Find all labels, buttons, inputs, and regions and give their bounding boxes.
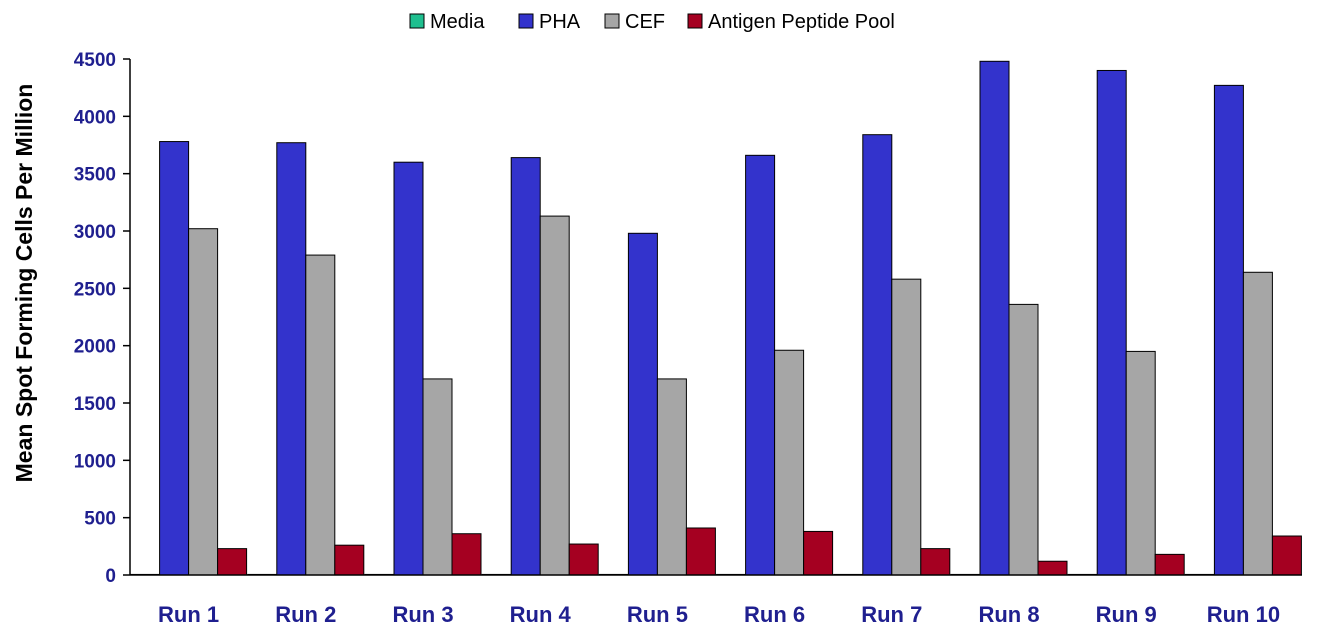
bar-pha (276, 142, 307, 576)
legend-entry-label: Media (430, 11, 485, 33)
bar-antigen-peptide-pool (568, 543, 599, 576)
y-tick-label: 0 (105, 566, 116, 587)
x-tick-label: Run 2 (275, 602, 336, 627)
x-tick-label: Run 7 (861, 602, 922, 627)
bar-pha (862, 134, 893, 576)
y-tick-label: 4500 (74, 50, 116, 71)
bar-antigen-peptide-pool (1154, 553, 1185, 576)
y-tick-label: 500 (84, 509, 116, 530)
bars (130, 60, 1302, 576)
x-tick-label: Run 10 (1207, 602, 1280, 627)
bar-cef (1242, 271, 1273, 576)
bar-cef (422, 378, 453, 576)
legend-swatch (604, 13, 620, 29)
bar-pha (1096, 69, 1127, 576)
x-tick-label: Run 8 (978, 602, 1039, 627)
bar-pha (745, 154, 776, 576)
bar-cef (539, 215, 570, 576)
y-tick-label: 2500 (74, 279, 116, 300)
legend-entry-label: CEF (625, 11, 665, 33)
x-axis-ticks: Run 1 Run 2 Run 3 Run 4 Run 5 Run 6 Run 7 Run 8… (158, 602, 1280, 627)
bar-cef (305, 254, 336, 576)
bar-cef (656, 378, 687, 576)
bar-pha (627, 232, 658, 576)
legend-entry-label: PHA (539, 11, 581, 33)
legend-swatch (409, 13, 425, 29)
bar-antigen-peptide-pool (685, 527, 716, 576)
bar-antigen-peptide-pool (451, 533, 482, 576)
bar-cef (188, 228, 219, 576)
x-tick-label: Run 3 (392, 602, 453, 627)
bar-pha (1213, 84, 1244, 576)
bar-antigen-peptide-pool (1271, 535, 1302, 576)
bar-antigen-peptide-pool (1037, 560, 1068, 576)
bar-cef (1008, 303, 1039, 576)
bar-cef (891, 278, 922, 576)
bar-antigen-peptide-pool (217, 548, 248, 576)
y-tick-label: 2000 (74, 337, 116, 358)
bar-pha (979, 60, 1010, 576)
bar-cef (1125, 350, 1156, 576)
y-tick-label: 3500 (74, 165, 116, 186)
x-tick-label: Run 4 (510, 602, 572, 627)
bar-antigen-peptide-pool (803, 530, 834, 576)
x-tick-label: Run 6 (744, 602, 805, 627)
legend-entry-label: Antigen Peptide Pool (708, 11, 895, 33)
x-tick-label: Run 5 (627, 602, 688, 627)
bar-antigen-peptide-pool (920, 548, 951, 576)
legend-swatch (687, 13, 703, 29)
bar-pha (393, 161, 424, 576)
x-tick-label: Run 9 (1096, 602, 1157, 627)
y-axis-ticks: 0 500 1000 1500 2000 2500 3000 3500 4000 4500 (74, 50, 130, 587)
legend: Media PHA CEF Antigen Peptide Pool (409, 11, 895, 33)
x-tick-label: Run 1 (158, 602, 219, 627)
y-tick-label: 1000 (74, 451, 116, 472)
bar-cef (774, 349, 805, 576)
y-tick-label: 1500 (74, 394, 116, 415)
y-axis-label: Mean Spot Forming Cells Per Million (11, 84, 37, 483)
bar-pha (159, 141, 190, 576)
bar-pha (510, 157, 541, 576)
y-tick-label: 3000 (74, 222, 116, 243)
y-tick-label: 4000 (74, 107, 116, 128)
legend-swatch (518, 13, 534, 29)
bar-antigen-peptide-pool (334, 544, 365, 576)
